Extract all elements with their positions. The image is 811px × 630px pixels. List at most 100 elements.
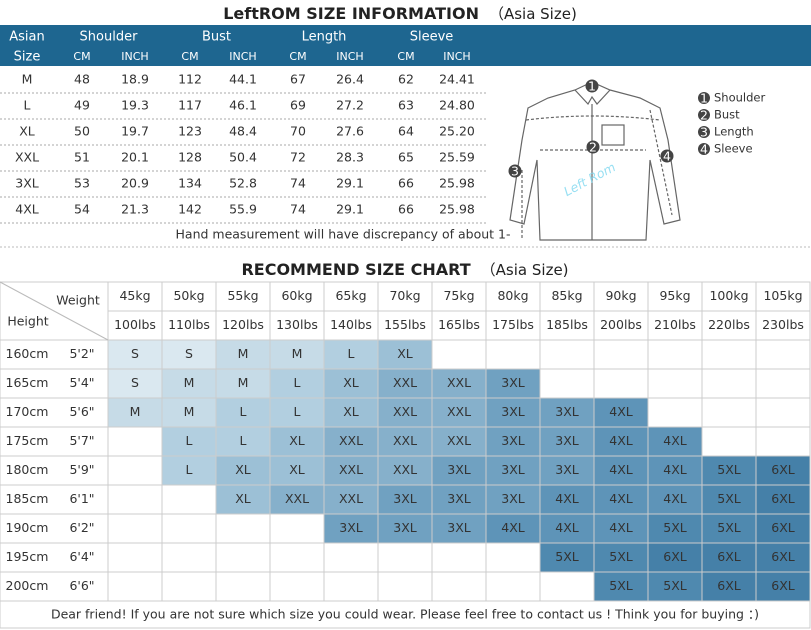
cell: 48 — [74, 72, 90, 87]
weight-kg: 50kg — [173, 288, 204, 303]
size-label: 5XL — [609, 549, 633, 564]
cell: 48.4 — [229, 124, 257, 139]
size-label: XL — [397, 346, 413, 361]
size-cell — [593, 426, 649, 457]
weight-cell — [593, 281, 649, 312]
size-label: 6XL — [771, 549, 795, 564]
cell: 62 — [398, 72, 414, 87]
size-cell — [215, 368, 271, 399]
cell: 117 — [178, 98, 202, 113]
size-label: 4XL — [663, 462, 687, 477]
size-cell — [701, 426, 757, 457]
size-cell — [701, 368, 757, 399]
header-label: Asian — [9, 30, 44, 45]
size-cell — [647, 542, 703, 573]
legend-dot — [698, 126, 710, 138]
size-cell — [701, 513, 757, 544]
height-ft: 5'6" — [69, 404, 94, 419]
size-label: XXL — [339, 462, 363, 477]
size-cell — [215, 426, 271, 457]
cell: 65 — [398, 150, 414, 165]
weight-kg: 100kg — [709, 288, 748, 303]
size-label: 4XL — [609, 491, 633, 506]
size-cell — [485, 339, 541, 370]
unit-label: INCH — [336, 50, 363, 63]
size-cell — [485, 571, 541, 602]
legend-label: Sleeve — [714, 142, 753, 156]
weight-cell — [269, 281, 325, 312]
cell: 112 — [178, 72, 202, 87]
size-label: 3XL — [501, 462, 525, 477]
cell: 46.1 — [229, 98, 257, 113]
unit-label: CM — [73, 50, 90, 63]
weight-lbs: 110lbs — [168, 317, 210, 332]
size-cell — [593, 455, 649, 486]
size-label: XXL — [339, 433, 363, 448]
cell: M — [22, 72, 33, 87]
size-label: 6XL — [717, 578, 741, 593]
size-label: 6XL — [771, 491, 795, 506]
cell: 50.4 — [229, 150, 257, 165]
marker — [586, 140, 600, 154]
size-cell — [161, 368, 217, 399]
size-label: 3XL — [501, 375, 525, 390]
size-label: 6XL — [663, 549, 687, 564]
cell: 74 — [290, 176, 306, 191]
marker — [585, 79, 599, 93]
size-cell — [755, 455, 811, 486]
height-cm: 160cm — [6, 346, 49, 361]
cell: 66 — [398, 202, 414, 217]
size-cell — [647, 368, 703, 399]
size-label: 4XL — [555, 520, 579, 535]
size-info-title: LeftROM SIZE INFORMATION （Asia Size) — [223, 4, 577, 23]
size-label: M — [238, 375, 249, 390]
cell: 142 — [178, 202, 202, 217]
group-label: Shoulder — [80, 30, 139, 45]
unit-label: CM — [289, 50, 306, 63]
weight-kg: 105kg — [763, 288, 802, 303]
size-cell — [215, 513, 271, 544]
marker-num: 1 — [588, 79, 596, 94]
cell: 25.20 — [439, 124, 475, 139]
size-cell — [647, 455, 703, 486]
size-label: L — [186, 462, 193, 477]
cell: 69 — [290, 98, 306, 113]
size-label: 5XL — [609, 578, 633, 593]
size-cell — [269, 571, 325, 602]
size-cell — [431, 339, 487, 370]
size-cell — [701, 484, 757, 515]
cell: 74 — [290, 202, 306, 217]
cell: XL — [19, 124, 35, 139]
size-cell — [215, 484, 271, 515]
size-cell — [107, 484, 163, 515]
size-label: L — [186, 433, 193, 448]
height-ft: 5'7" — [69, 433, 94, 448]
size-cell — [377, 542, 433, 573]
height-ft: 5'2" — [69, 346, 94, 361]
group-label: Length — [302, 30, 347, 45]
size-cell — [539, 339, 595, 370]
weight-label: Weight — [56, 293, 100, 308]
size-cell — [377, 484, 433, 515]
weight-cell — [431, 310, 487, 341]
size-label: 3XL — [501, 491, 525, 506]
size-cell — [431, 571, 487, 602]
height-cm: 165cm — [6, 375, 49, 390]
size-label: 3XL — [339, 520, 363, 535]
size-cell — [647, 397, 703, 428]
height-ft: 6'6" — [69, 578, 94, 593]
size-label: M — [292, 346, 303, 361]
group-label: Bust — [202, 30, 231, 45]
size-label: XXL — [393, 433, 417, 448]
cell: 53 — [74, 176, 90, 191]
footer-cell — [0, 600, 811, 629]
cell: 20.9 — [121, 176, 149, 191]
marker-num: 2 — [589, 140, 597, 155]
weight-cell — [701, 310, 757, 341]
cell: 28.3 — [336, 150, 364, 165]
cell: 27.6 — [336, 124, 364, 139]
size-label: XL — [343, 404, 359, 419]
cell: 134 — [178, 176, 202, 191]
size-label: 3XL — [447, 462, 471, 477]
